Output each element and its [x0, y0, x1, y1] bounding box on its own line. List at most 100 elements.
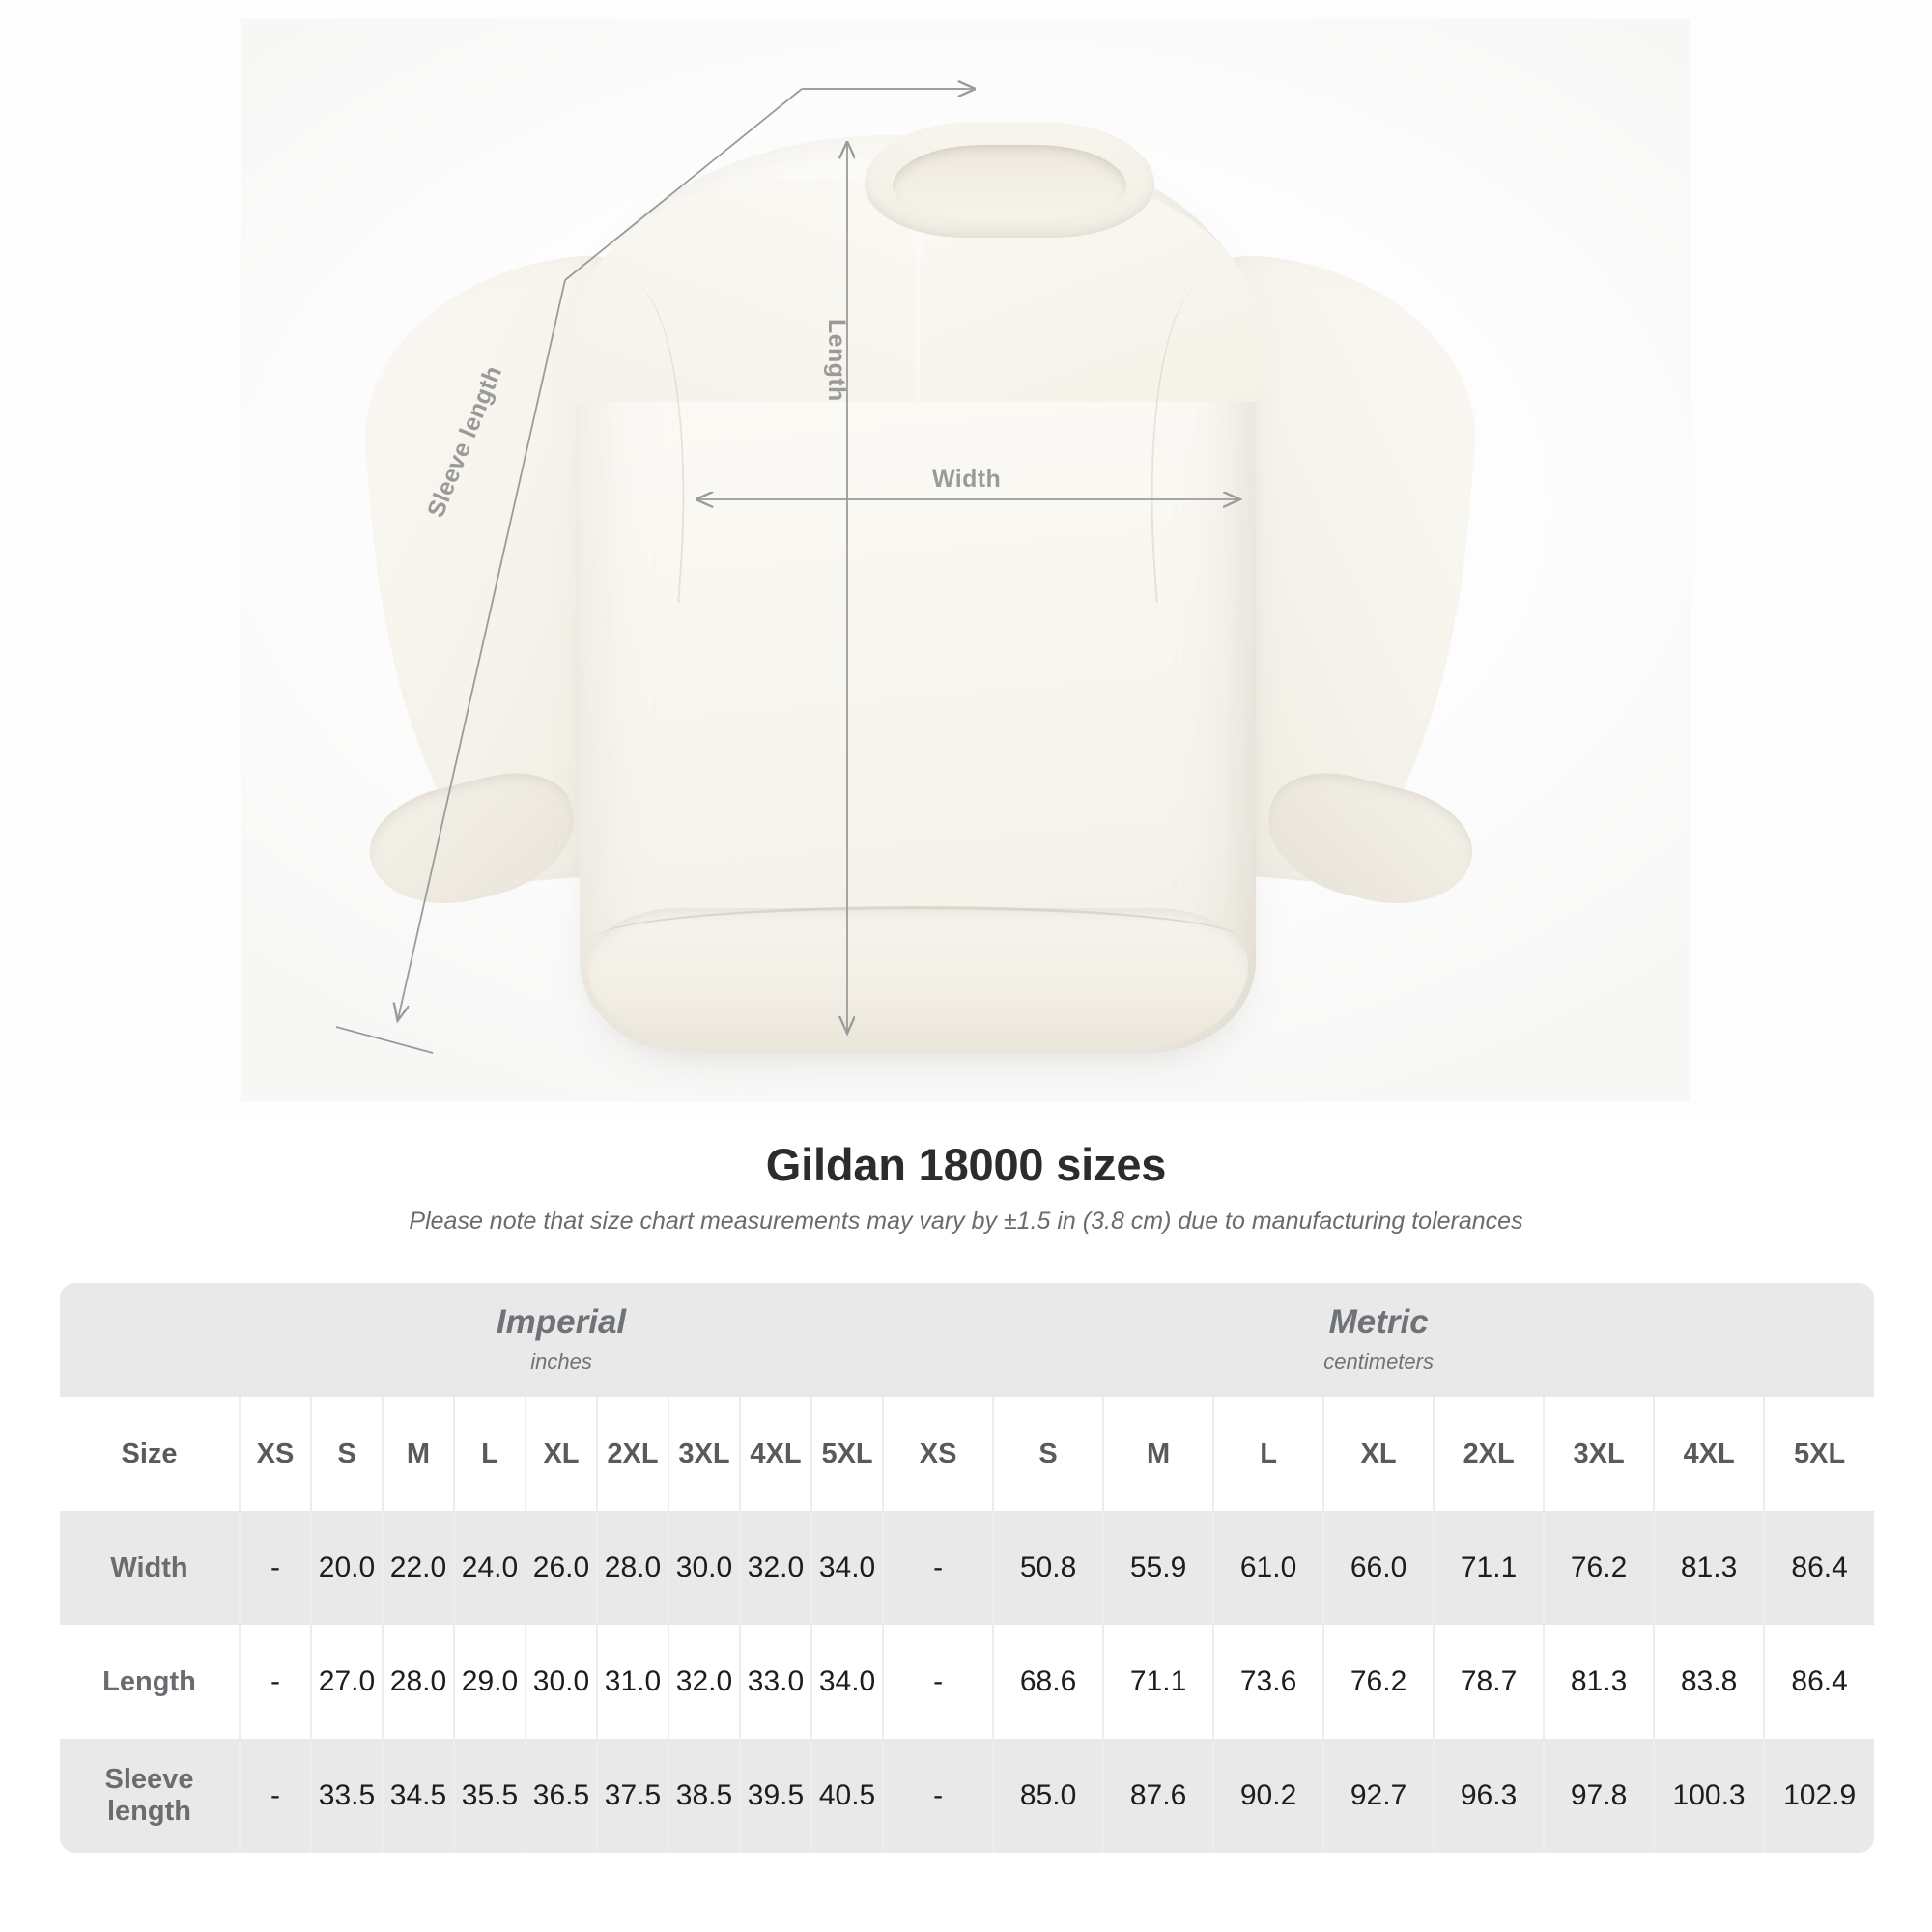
size-header-cell: M	[383, 1397, 455, 1511]
row-label-cell: Sleeve length	[60, 1739, 241, 1853]
size-header-cell: 3XL	[1544, 1397, 1656, 1511]
size-header-text: XS	[919, 1437, 957, 1469]
measurement-cell: 81.3	[1654, 1511, 1766, 1625]
size-header-cell: XS	[883, 1397, 995, 1511]
measurement-value: 28.0	[604, 1551, 662, 1583]
measurement-cell: 28.0	[383, 1625, 455, 1739]
size-header-cell: M	[1103, 1397, 1215, 1511]
measurement-cell: 31.0	[597, 1625, 669, 1739]
measurement-cell: 35.5	[454, 1739, 526, 1853]
table-row: Width - 20.0 22.0 24.0 26.0 28.0 30.0 32.0 34.0 - 5…	[60, 1511, 1875, 1625]
size-header-text: 5XL	[821, 1437, 873, 1469]
measurement-value: 90.2	[1239, 1779, 1297, 1811]
measurement-cell: 34.0	[811, 1511, 885, 1625]
size-header-cell: L	[1213, 1397, 1325, 1511]
empty-value: -	[270, 1551, 280, 1583]
measurement-cell: 76.2	[1544, 1511, 1656, 1625]
measurement-value: 97.8	[1570, 1779, 1628, 1811]
measurement-cell: 27.0	[311, 1625, 384, 1739]
size-header-cell: 5XL	[1764, 1397, 1875, 1511]
measurement-value: 35.5	[461, 1779, 519, 1811]
size-header-label: Size	[60, 1397, 241, 1511]
measurement-cell: 86.4	[1764, 1625, 1875, 1739]
size-header-text: XS	[256, 1437, 295, 1469]
metric-subtitle: centimeters	[1323, 1349, 1434, 1374]
measurement-cell: 32.0	[740, 1511, 812, 1625]
size-header-text: M	[406, 1437, 431, 1469]
measurement-value: 102.9	[1783, 1779, 1857, 1811]
imperial-unit-cell: Imperial inches	[240, 1283, 884, 1397]
measurement-cell: 26.0	[526, 1511, 598, 1625]
measurement-value: 71.1	[1460, 1551, 1518, 1583]
measurement-value: 40.5	[818, 1779, 876, 1811]
measurement-value: 30.0	[532, 1665, 590, 1697]
row-label-text: Sleeve length	[104, 1764, 194, 1827]
measurement-value: 38.5	[675, 1779, 733, 1811]
measurement-value: 81.3	[1680, 1551, 1738, 1583]
size-header-text: 3XL	[678, 1437, 730, 1469]
measurement-value: 29.0	[461, 1665, 519, 1697]
measurement-value: 85.0	[1019, 1779, 1077, 1811]
size-table: Imperial inches Metric centimeters Size …	[60, 1283, 1875, 1853]
row-label-cell: Length	[60, 1625, 241, 1739]
measurement-value: 86.4	[1791, 1551, 1848, 1583]
measurement-value: 22.0	[389, 1551, 447, 1583]
measurement-value: 100.3	[1672, 1779, 1746, 1811]
measurement-cell: 73.6	[1213, 1625, 1325, 1739]
title-block: Gildan 18000 sizes Please note that size…	[0, 1138, 1932, 1236]
measurement-cell: 100.3	[1654, 1739, 1766, 1853]
collar-opening	[893, 145, 1126, 220]
measurement-cell: 85.0	[993, 1739, 1105, 1853]
measurement-value: 76.2	[1350, 1665, 1407, 1697]
row-label-text: Width	[110, 1551, 188, 1583]
measurement-value: 32.0	[675, 1665, 733, 1697]
measurement-cell: 28.0	[597, 1511, 669, 1625]
measurement-value: 34.5	[389, 1779, 447, 1811]
measurement-value: 39.5	[747, 1779, 805, 1811]
size-header-cell: 2XL	[597, 1397, 669, 1511]
row-label-text: Length	[102, 1665, 196, 1697]
measurement-cell: 38.5	[668, 1739, 741, 1853]
measurement-value: 68.6	[1019, 1665, 1077, 1697]
measurement-value: 66.0	[1350, 1551, 1407, 1583]
measurement-value: 37.5	[604, 1779, 662, 1811]
measurement-cell: 33.5	[311, 1739, 384, 1853]
row-label-cell: Width	[60, 1511, 241, 1625]
left-cuff	[357, 758, 588, 923]
measurement-cell: 76.2	[1323, 1625, 1435, 1739]
measurement-value: 55.9	[1129, 1551, 1187, 1583]
measurement-cell: 40.5	[811, 1739, 885, 1853]
empty-value: -	[933, 1779, 944, 1811]
measurement-cell: 37.5	[597, 1739, 669, 1853]
measurement-value: 34.0	[818, 1665, 876, 1697]
measurement-cell: 66.0	[1323, 1511, 1435, 1625]
measurement-cell: 36.5	[526, 1739, 598, 1853]
measurement-value: 32.0	[747, 1551, 805, 1583]
measurement-value: 27.0	[318, 1665, 376, 1697]
measurement-cell: 22.0	[383, 1511, 455, 1625]
unit-band-row: Imperial inches Metric centimeters	[60, 1283, 1875, 1397]
size-header-cell: 3XL	[668, 1397, 741, 1511]
measurement-cell: 30.0	[668, 1511, 741, 1625]
imperial-title: Imperial	[496, 1303, 627, 1342]
size-header-text: 3XL	[1573, 1437, 1625, 1469]
measurement-value: 87.6	[1129, 1779, 1187, 1811]
width-label: Width	[932, 466, 1002, 493]
measurement-value: 78.7	[1460, 1665, 1518, 1697]
measurement-cell: -	[240, 1739, 312, 1853]
measurement-cell: 34.5	[383, 1739, 455, 1853]
size-header-cell: L	[454, 1397, 526, 1511]
length-label: Length	[823, 319, 850, 402]
measurement-cell: -	[883, 1511, 995, 1625]
measurement-cell: 102.9	[1764, 1739, 1875, 1853]
measurement-cell: 87.6	[1103, 1739, 1215, 1853]
measurement-value: 31.0	[604, 1665, 662, 1697]
sweatshirt-image	[319, 116, 1613, 1053]
size-header-text: XL	[543, 1437, 580, 1469]
measurement-cell: 90.2	[1213, 1739, 1325, 1853]
tolerance-note: Please note that size chart measurements…	[409, 1208, 1523, 1235]
size-header-text: M	[1146, 1437, 1171, 1469]
measurement-value: 30.0	[675, 1551, 733, 1583]
size-header-text: 4XL	[1683, 1437, 1735, 1469]
empty-value: -	[270, 1665, 280, 1697]
